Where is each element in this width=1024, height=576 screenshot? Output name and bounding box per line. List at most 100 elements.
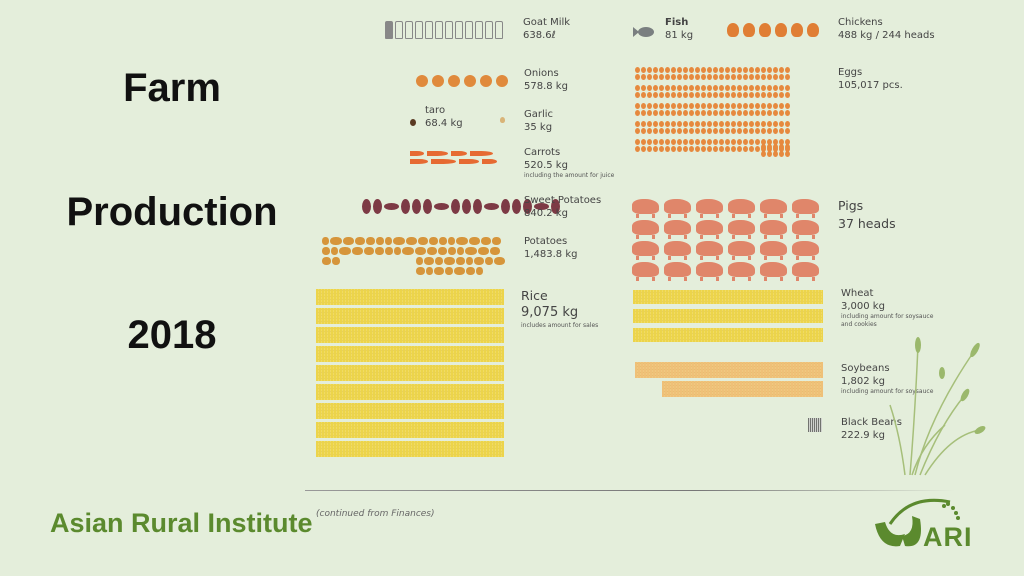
egg-icon <box>671 121 676 127</box>
onion-icon <box>432 75 444 87</box>
egg-icon <box>689 92 694 98</box>
egg-icon <box>665 67 670 73</box>
egg-icon <box>725 92 730 98</box>
egg-icon <box>671 103 676 109</box>
item-value: 488 kg / 244 heads <box>838 30 935 41</box>
egg-icon <box>695 110 700 116</box>
potatoes-label: Potatoes 1,483.8 kg <box>524 235 578 261</box>
egg-icon <box>659 121 664 127</box>
potato-icon <box>402 247 414 255</box>
egg-icon <box>689 74 694 80</box>
egg-icon <box>737 103 742 109</box>
carrots-pictogram <box>410 150 510 166</box>
egg-icon <box>719 103 724 109</box>
egg-icon <box>671 92 676 98</box>
egg-icon <box>659 103 664 109</box>
egg-icon <box>653 92 658 98</box>
egg-icon <box>641 121 646 127</box>
item-name: Carrots <box>524 147 561 158</box>
egg-icon <box>695 128 700 134</box>
egg-icon <box>707 139 712 145</box>
egg-icon <box>653 85 658 91</box>
taro-icon <box>410 119 416 126</box>
egg-icon <box>767 110 772 116</box>
rice-label: Rice 9,075 kg includes amount for sales <box>521 287 598 330</box>
egg-icon <box>707 103 712 109</box>
egg-icon <box>653 128 658 134</box>
egg-icon <box>695 103 700 109</box>
pigs-label: Pigs 37 heads <box>838 197 896 233</box>
wheat-bar <box>633 290 823 304</box>
egg-icon <box>665 146 670 152</box>
potato-icon <box>416 257 423 265</box>
item-note: including the amount for juice <box>524 172 615 179</box>
egg-icon <box>743 92 748 98</box>
milk-bottle-icon <box>455 21 463 39</box>
carrot-icon <box>427 151 448 156</box>
egg-icon <box>707 110 712 116</box>
egg-icon <box>785 128 790 134</box>
egg-icon <box>713 146 718 152</box>
egg-icon <box>749 128 754 134</box>
item-value: 68.4 kg <box>425 118 463 129</box>
egg-icon <box>689 139 694 145</box>
potato-icon <box>330 237 342 245</box>
sweet-potato-icon <box>362 199 371 214</box>
potato-icon <box>454 267 465 275</box>
egg-icon <box>749 92 754 98</box>
egg-icon <box>713 92 718 98</box>
egg-icon <box>725 67 730 73</box>
egg-icon <box>731 146 736 152</box>
item-name: Chickens <box>838 17 883 28</box>
divider <box>305 490 955 491</box>
egg-icon <box>761 85 766 91</box>
pig-icon <box>632 220 659 239</box>
egg-icon <box>647 92 652 98</box>
egg-icon <box>779 92 784 98</box>
egg-icon <box>749 85 754 91</box>
egg-icon <box>785 110 790 116</box>
egg-icon <box>701 85 706 91</box>
egg-icon <box>779 139 784 145</box>
potato-icon <box>343 237 354 245</box>
egg-icon <box>773 74 778 80</box>
item-name: Fish <box>665 17 689 28</box>
egg-icon <box>761 110 766 116</box>
egg-icon <box>653 121 658 127</box>
potato-icon <box>426 267 433 275</box>
egg-icon <box>761 144 766 150</box>
egg-icon <box>719 128 724 134</box>
egg-icon <box>737 128 742 134</box>
egg-icon <box>689 146 694 152</box>
egg-icon <box>707 74 712 80</box>
egg-icon <box>671 128 676 134</box>
egg-icon <box>659 128 664 134</box>
egg-icon <box>755 92 760 98</box>
potato-icon <box>322 237 329 245</box>
egg-icon <box>773 110 778 116</box>
sweet-potato-icon <box>373 199 382 214</box>
egg-icon <box>755 74 760 80</box>
egg-icon <box>701 146 706 152</box>
item-value: 1,483.8 kg <box>524 249 578 260</box>
egg-icon <box>659 110 664 116</box>
egg-icon <box>785 92 790 98</box>
egg-icon <box>737 85 742 91</box>
egg-icon <box>635 128 640 134</box>
item-value: 3,000 kg <box>841 301 885 312</box>
potato-icon <box>355 237 365 245</box>
egg-icon <box>773 151 778 157</box>
sweet-potato-icon <box>412 199 421 214</box>
egg-icon <box>653 110 658 116</box>
egg-icon <box>737 121 742 127</box>
egg-icon <box>731 103 736 109</box>
onions-label: Onions 578.8 kg <box>524 67 568 93</box>
potato-icon <box>416 267 425 275</box>
org-name: Asian Rural Institute <box>50 508 313 538</box>
egg-icon <box>731 128 736 134</box>
rice-bar <box>316 403 504 419</box>
egg-icon <box>749 110 754 116</box>
egg-icon <box>659 139 664 145</box>
milk-bottle-icon <box>395 21 403 39</box>
egg-icon <box>635 103 640 109</box>
